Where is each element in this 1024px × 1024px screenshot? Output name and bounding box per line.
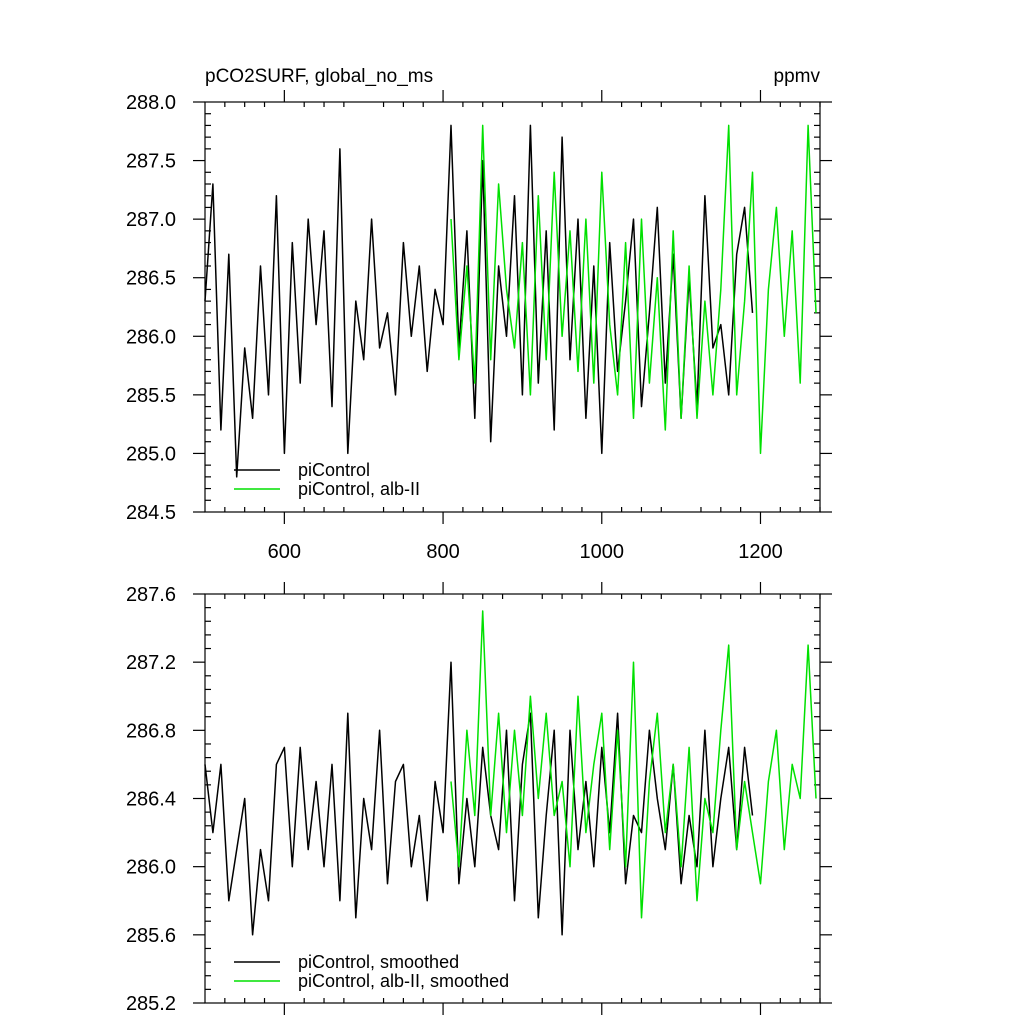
x-tick-label: 1000 <box>580 541 625 563</box>
series-line-picontrol <box>204 661 754 936</box>
y-tick-label: 286.4 <box>126 789 176 811</box>
bottom-panel: 285.2 285.6 286.0 286.4 286.8 287.2 287.6 piCon… <box>126 582 832 1015</box>
y-tick-label: 285.2 <box>126 993 176 1015</box>
x-tick-label: 1200 <box>738 541 783 563</box>
legend-label: piControl, alb-II <box>298 479 420 499</box>
legend-label: piControl, smoothed <box>298 952 459 972</box>
y-tick-label: 286.5 <box>126 268 176 290</box>
y-tick-label: 285.5 <box>126 385 176 407</box>
top-panel: 600 800 1000 1200 284.5 285.0 285.5 286.0 286.5 2… <box>126 90 832 563</box>
legend-label: piControl, alb-II, smoothed <box>298 971 509 991</box>
plot-frame <box>204 101 821 513</box>
y-tick-label: 287.5 <box>126 151 176 173</box>
y-tick-label: 284.5 <box>126 502 176 524</box>
y-tick-label: 287.6 <box>126 584 176 606</box>
series-line-picontrol <box>204 124 754 478</box>
series-line-picontrol-alb-ii <box>450 610 817 919</box>
y-tick-label: 287.2 <box>126 652 176 674</box>
units-label: ppmv <box>774 66 821 87</box>
y-tick-label: 288.0 <box>126 92 176 114</box>
y-tick-label: 286.0 <box>126 326 176 348</box>
y-tick-label: 285.0 <box>126 443 176 465</box>
y-tick-label: 286.8 <box>126 720 176 742</box>
legend-label: piControl <box>298 460 370 480</box>
series-line-picontrol-alb-ii <box>450 124 817 455</box>
x-tick-label: 600 <box>268 541 301 563</box>
x-tick-label: 800 <box>426 541 459 563</box>
y-tick-label: 286.0 <box>126 857 176 879</box>
y-tick-label: 285.6 <box>126 925 176 947</box>
y-tick-label: 287.0 <box>126 209 176 231</box>
chart-title: pCO2SURF, global_no_ms <box>205 66 433 87</box>
